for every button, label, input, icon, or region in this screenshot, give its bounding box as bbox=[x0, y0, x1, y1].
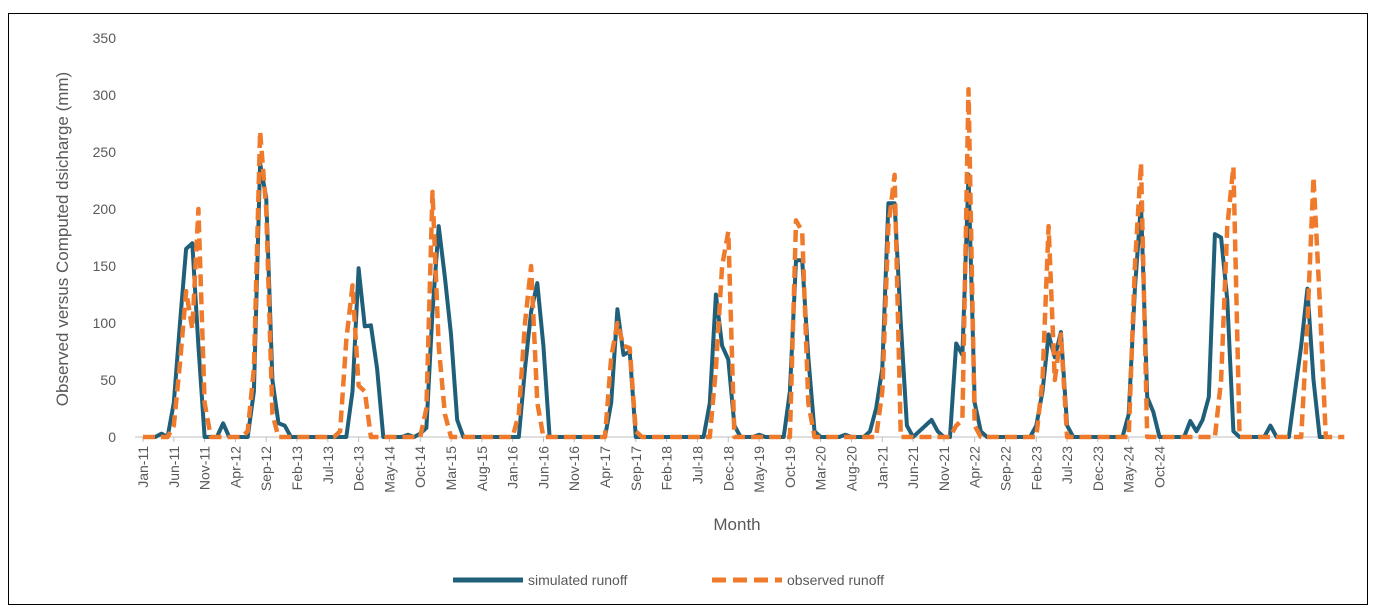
x-tick-label: Jul-13 bbox=[320, 446, 336, 484]
x-tick-label: Dec-23 bbox=[1090, 446, 1106, 491]
legend-label-observed: observed runoff bbox=[787, 572, 884, 588]
x-tick-label: Aug-15 bbox=[474, 446, 490, 491]
y-tick-label: 350 bbox=[93, 30, 117, 46]
series-layer bbox=[143, 89, 1344, 437]
legend-label-simulated: simulated runoff bbox=[528, 572, 627, 588]
y-tick-label: 150 bbox=[93, 258, 117, 274]
x-axis-title: Month bbox=[713, 515, 760, 534]
x-tick-label: Feb-13 bbox=[289, 446, 305, 491]
x-tick-label: Nov-21 bbox=[936, 446, 952, 491]
series-line-simulated bbox=[143, 163, 1332, 437]
x-tick-label: May-24 bbox=[1121, 446, 1137, 493]
x-tick-label: Sep-17 bbox=[628, 446, 644, 491]
x-tick-label: Sep-12 bbox=[258, 446, 274, 491]
y-axis-title: Observed versus Computed dsicharge (mm) bbox=[53, 72, 72, 406]
x-tick-label: Oct-14 bbox=[412, 446, 428, 488]
x-tick-label: Nov-16 bbox=[566, 446, 582, 491]
x-axis-ticks: Jan-11 Jun-11 Nov-11 Apr-12 Sep-12 Feb-13 Jul-… bbox=[135, 437, 1168, 493]
x-tick-label: Dec-13 bbox=[351, 446, 367, 491]
y-tick-label: 50 bbox=[100, 372, 116, 388]
x-tick-label: Jun-11 bbox=[166, 446, 182, 488]
x-tick-label: Dec-18 bbox=[720, 446, 736, 491]
y-tick-label: 0 bbox=[108, 429, 116, 445]
x-tick-label: Jul-18 bbox=[689, 446, 705, 484]
series-line-observed bbox=[143, 89, 1344, 437]
x-tick-label: Apr-22 bbox=[967, 446, 983, 488]
x-tick-label: Jun-16 bbox=[535, 446, 551, 489]
x-tick-label: Jan-11 bbox=[135, 446, 151, 488]
legend: simulated runoff observed runoff bbox=[453, 572, 884, 588]
x-tick-label: Oct-19 bbox=[782, 446, 798, 488]
x-tick-label: Jul-23 bbox=[1059, 446, 1075, 484]
x-tick-label: Feb-23 bbox=[1028, 446, 1044, 491]
x-tick-label: Jan-21 bbox=[874, 446, 890, 489]
x-tick-label: Jun-21 bbox=[905, 446, 921, 489]
y-tick-label: 250 bbox=[93, 144, 117, 160]
x-tick-label: Aug-20 bbox=[843, 446, 859, 491]
x-tick-label: Mar-15 bbox=[443, 446, 459, 491]
x-tick-label: May-14 bbox=[381, 446, 397, 493]
x-tick-label: May-19 bbox=[751, 446, 767, 493]
y-tick-label: 300 bbox=[93, 87, 117, 103]
x-tick-label: Apr-12 bbox=[227, 446, 243, 488]
x-tick-label: Feb-18 bbox=[659, 446, 675, 491]
x-tick-label: Mar-20 bbox=[813, 446, 829, 491]
y-axis-ticks: 0 50 100 150 200 250 300 350 bbox=[93, 30, 117, 445]
x-tick-label: Oct-24 bbox=[1152, 446, 1168, 488]
x-tick-label: Nov-11 bbox=[197, 446, 213, 490]
x-tick-label: Sep-22 bbox=[997, 446, 1013, 491]
x-tick-label: Jan-16 bbox=[505, 446, 521, 489]
y-tick-label: 200 bbox=[93, 201, 117, 217]
x-tick-label: Apr-17 bbox=[597, 446, 613, 488]
y-tick-label: 100 bbox=[93, 315, 117, 331]
